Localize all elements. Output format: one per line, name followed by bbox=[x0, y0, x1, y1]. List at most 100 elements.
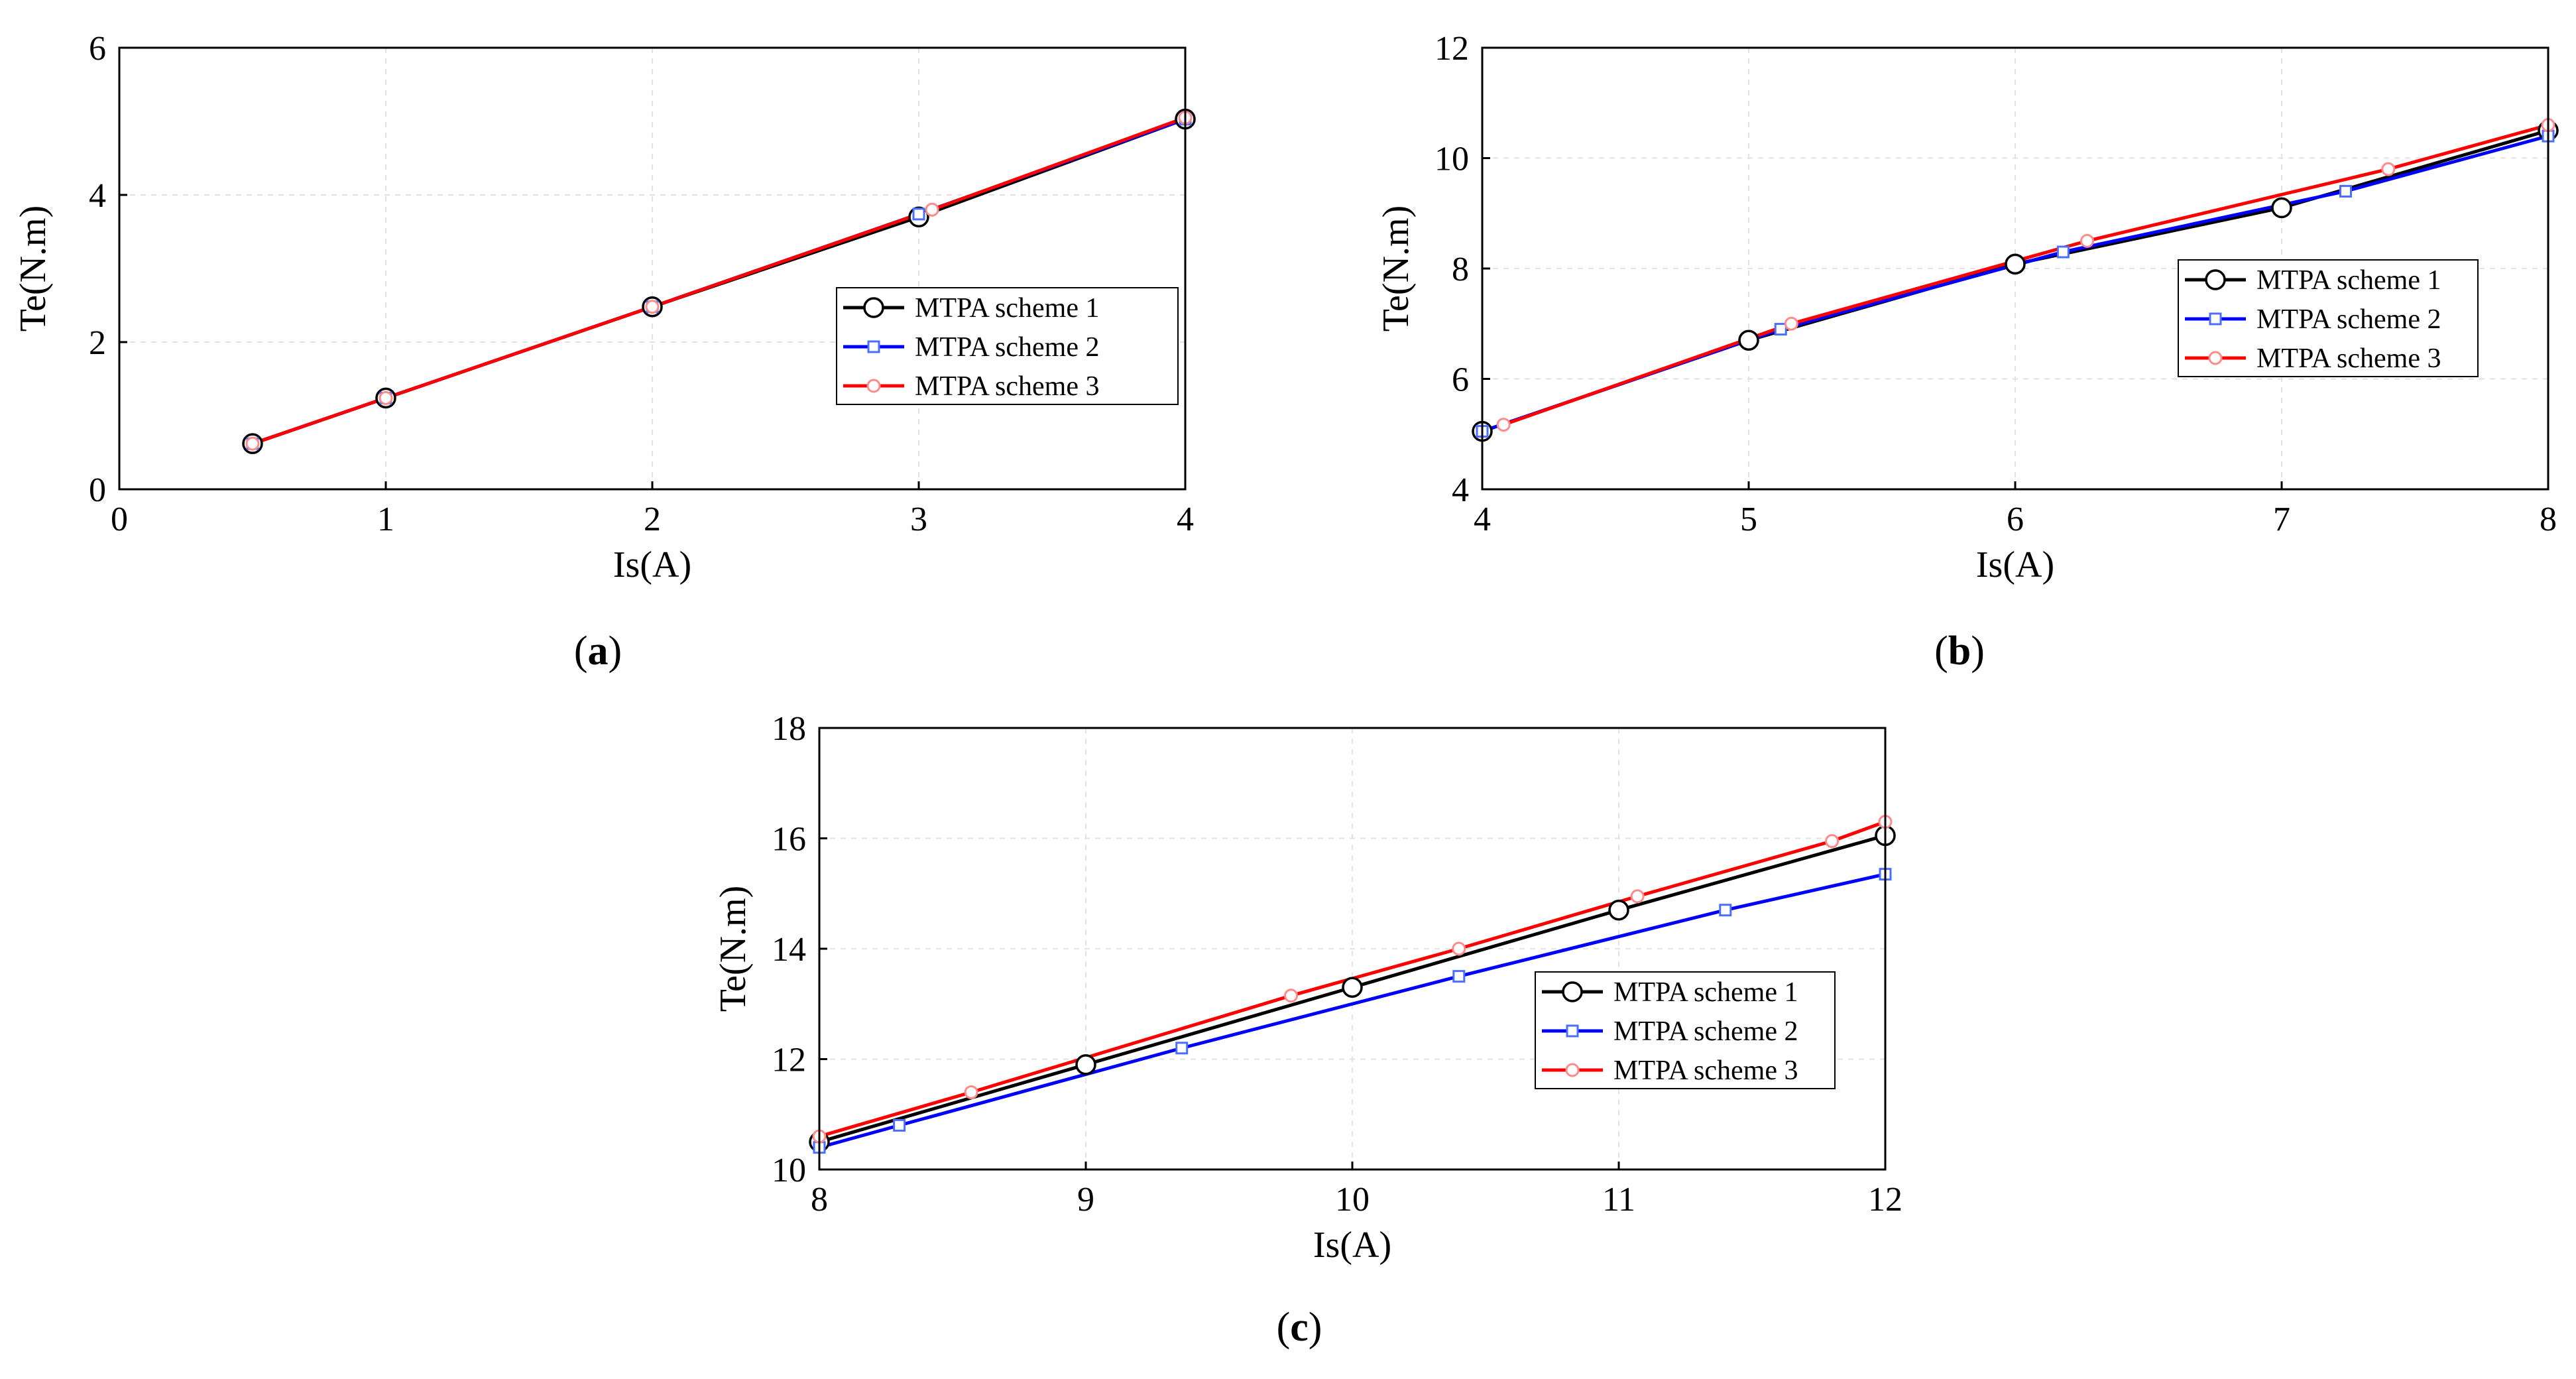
data-point-series-3 bbox=[1496, 418, 1511, 432]
data-point-series-3 bbox=[1452, 941, 1466, 956]
data-point-series-2 bbox=[893, 1118, 906, 1132]
legend: MTPA scheme 1 MTPA scheme 2 MTPA scheme 3 bbox=[836, 287, 1179, 405]
legend-marker-1 bbox=[863, 297, 884, 318]
legend-marker-1 bbox=[2205, 269, 2226, 290]
data-point-series-2 bbox=[1774, 323, 1787, 336]
y-tick-label: 4 bbox=[1452, 471, 1469, 509]
data-point-series-3 bbox=[1784, 316, 1798, 331]
data-point-series-2 bbox=[912, 208, 925, 221]
x-axis-title: Is(A) bbox=[613, 544, 691, 585]
data-point-series-3 bbox=[2381, 162, 2396, 176]
data-point-series-3 bbox=[2080, 233, 2095, 248]
x-tick-label: 2 bbox=[644, 501, 661, 538]
data-point-series-3 bbox=[245, 436, 260, 451]
grid bbox=[119, 48, 1185, 489]
panel-caption-a: (a) bbox=[574, 629, 622, 674]
panel-letter-b: b bbox=[1948, 629, 1971, 674]
y-axis-title: Te(N.m) bbox=[13, 206, 54, 331]
y-tick-label: 10 bbox=[772, 1152, 806, 1189]
series-group bbox=[1472, 118, 2559, 442]
data-point-series-2 bbox=[1175, 1042, 1189, 1055]
panel-letter-a: a bbox=[588, 629, 609, 674]
panel-caption-b: (b) bbox=[1934, 629, 1985, 674]
x-tick-label: 6 bbox=[2007, 501, 2024, 538]
legend-marker-2 bbox=[1566, 1024, 1579, 1038]
y-tick-label: 4 bbox=[89, 177, 106, 215]
legend-marker-3 bbox=[2208, 351, 2223, 365]
y-tick-label: 6 bbox=[89, 30, 106, 68]
data-point-series-1 bbox=[1608, 899, 1629, 921]
y-tick-label: 12 bbox=[772, 1042, 806, 1079]
x-tick-label: 10 bbox=[1335, 1181, 1370, 1219]
x-tick-label: 3 bbox=[910, 501, 927, 538]
panel-caption-c: (c) bbox=[1277, 1305, 1322, 1350]
data-point-series-2 bbox=[1719, 904, 1732, 917]
legend-label-3: MTPA scheme 3 bbox=[2256, 343, 2441, 374]
x-tick-label: 8 bbox=[811, 1181, 828, 1219]
y-tick-label: 16 bbox=[772, 821, 806, 859]
y-tick-label: 14 bbox=[772, 931, 806, 969]
data-point-series-1 bbox=[1738, 330, 1759, 351]
y-tick-label: 2 bbox=[89, 324, 106, 362]
legend-marker-3 bbox=[866, 379, 881, 393]
y-tick-label: 8 bbox=[1452, 251, 1469, 288]
data-point-series-1 bbox=[2005, 253, 2026, 275]
series-line-2 bbox=[819, 872, 1886, 1150]
x-tick-label: 5 bbox=[1740, 501, 1757, 538]
data-point-series-3 bbox=[964, 1085, 978, 1099]
data-point-series-3 bbox=[1630, 889, 1645, 904]
data-point-series-3 bbox=[925, 202, 939, 217]
legend: MTPA scheme 1 MTPA scheme 2 MTPA scheme 3 bbox=[1535, 971, 1836, 1089]
legend-label-3: MTPA scheme 3 bbox=[915, 371, 1099, 402]
series-group bbox=[242, 108, 1196, 454]
data-point-series-3 bbox=[1825, 834, 1840, 849]
legend-marker-2 bbox=[867, 340, 880, 353]
panel-letter-c: c bbox=[1290, 1305, 1309, 1350]
legend-label-1: MTPA scheme 1 bbox=[1613, 977, 1798, 1008]
grid bbox=[819, 728, 1885, 1169]
data-point-series-2 bbox=[2056, 245, 2070, 259]
x-tick-label: 7 bbox=[2273, 501, 2290, 538]
data-point-series-1 bbox=[1075, 1054, 1096, 1075]
legend-marker-1 bbox=[1562, 981, 1583, 1002]
legend-label-3: MTPA scheme 3 bbox=[1613, 1055, 1798, 1086]
legend-label-2: MTPA scheme 2 bbox=[1613, 1016, 1798, 1047]
x-axis-title: Is(A) bbox=[1976, 544, 2054, 585]
y-tick-label: 12 bbox=[1434, 30, 1469, 68]
x-tick-label: 8 bbox=[2540, 501, 2557, 538]
chart-panel-c: 8 9 10 11 12 10 12 14 16 18 Is(A) Te(N.m) MTPA schem… bbox=[713, 710, 1903, 1266]
x-tick-label: 1 bbox=[377, 501, 394, 538]
legend-label-2: MTPA scheme 2 bbox=[915, 332, 1099, 363]
data-point-series-2 bbox=[2339, 184, 2352, 198]
data-point-series-1 bbox=[1342, 977, 1363, 998]
data-point-series-1 bbox=[2271, 197, 2292, 219]
y-tick-label: 18 bbox=[772, 710, 806, 748]
series-group bbox=[809, 815, 1896, 1154]
x-tick-label: 4 bbox=[1474, 501, 1491, 538]
legend-marker-3 bbox=[1565, 1063, 1580, 1077]
x-tick-label: 11 bbox=[1602, 1181, 1635, 1219]
legend-marker-2 bbox=[2209, 312, 2222, 326]
x-tick-label: 4 bbox=[1177, 501, 1194, 538]
legend-label-1: MTPA scheme 1 bbox=[2256, 265, 2441, 296]
legend-label-2: MTPA scheme 2 bbox=[2256, 304, 2441, 335]
x-tick-label: 0 bbox=[111, 501, 128, 538]
x-tick-label: 12 bbox=[1868, 1181, 1903, 1219]
data-point-series-2 bbox=[1452, 970, 1466, 983]
legend: MTPA scheme 1 MTPA scheme 2 MTPA scheme 3 bbox=[2178, 259, 2479, 377]
y-axis-title: Te(N.m) bbox=[713, 886, 754, 1012]
y-axis-title: Te(N.m) bbox=[1376, 206, 1417, 331]
legend-label-1: MTPA scheme 1 bbox=[915, 293, 1099, 324]
data-point-series-3 bbox=[379, 390, 393, 405]
data-point-series-3 bbox=[645, 300, 660, 314]
data-point-series-3 bbox=[1284, 989, 1299, 1003]
x-axis-title: Is(A) bbox=[1313, 1225, 1391, 1266]
y-tick-label: 6 bbox=[1452, 361, 1469, 399]
y-tick-label: 10 bbox=[1434, 141, 1469, 178]
x-tick-label: 9 bbox=[1077, 1181, 1094, 1219]
y-tick-label: 0 bbox=[89, 471, 106, 509]
